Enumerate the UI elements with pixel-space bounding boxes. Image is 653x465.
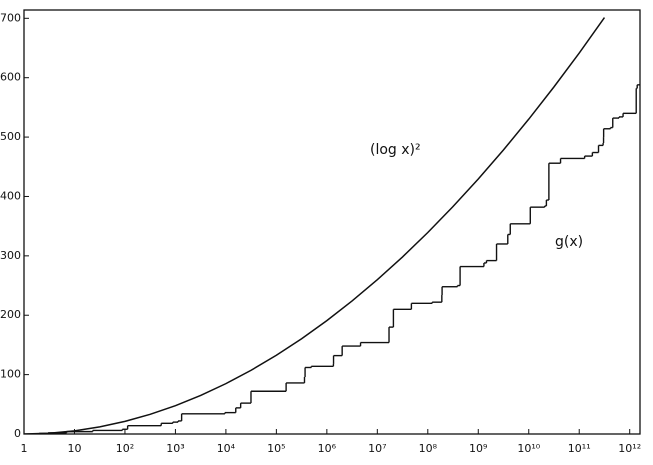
curve-line: [24, 17, 606, 434]
x-tick-label: 10³: [166, 442, 184, 455]
x-tick-label: 10⁴: [217, 442, 236, 455]
y-tick-label: 200: [0, 308, 21, 321]
plot-frame: [23, 9, 641, 435]
x-tick-label: 10¹⁰: [517, 442, 540, 455]
y-tick-label: 400: [0, 189, 21, 202]
y-tick-label: 300: [0, 249, 21, 262]
y-tick-label: 100: [0, 368, 21, 381]
x-tick-label: 10⁸: [419, 442, 438, 455]
y-tick-label: 600: [0, 71, 21, 84]
y-tick-label: 0: [14, 427, 21, 440]
plot-area: [24, 17, 640, 434]
x-tick-label: 10⁶: [318, 442, 337, 455]
y-tick-label: 500: [0, 130, 21, 143]
x-tick-label: 10⁹: [469, 442, 487, 455]
x-tick-label: 10¹²: [618, 442, 641, 455]
x-tick-label: 10: [67, 442, 81, 455]
step-annotation: g(x): [555, 234, 583, 250]
y-tick-label: 700: [0, 11, 21, 24]
x-tick-label: 10²: [116, 442, 134, 455]
curve-annotation: (log x)²: [370, 142, 421, 158]
x-tick-label: 10¹¹: [568, 442, 591, 455]
x-tick-label: 10⁷: [368, 442, 386, 455]
x-tick-label: 1: [21, 442, 28, 455]
x-tick-label: 10⁵: [267, 442, 285, 455]
